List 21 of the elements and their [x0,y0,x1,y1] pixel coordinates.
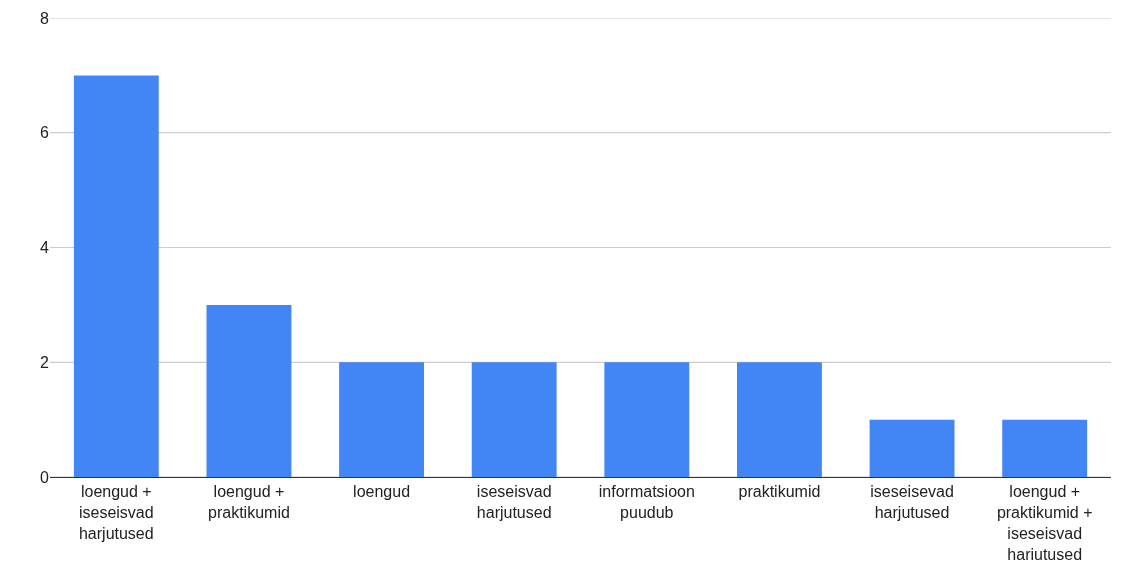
bar [869,419,955,477]
y-tick-label: 0 [40,468,50,486]
x-tick-label: iseseisvad harjutused [476,483,552,521]
x-tick-label: loengud + praktikumid [208,483,290,521]
x-tick-label: praktikumid [738,483,821,501]
bar [73,75,159,477]
y-tick-label: 4 [40,239,50,257]
bar [206,304,292,477]
x-tick-label: iseseisevad harjutused [870,483,954,521]
bar [604,362,690,477]
x-tick-label: loengud + iseseisvad harjutused [78,483,154,542]
bar [737,362,822,477]
x-tick-label: loengud + praktikumid + iseseisvad hariutused [996,483,1093,563]
y-tick-label: 6 [40,124,50,142]
bar [1002,419,1088,477]
bar [471,362,557,477]
x-tick-label: informatsioon puudub [598,483,695,521]
bar [339,362,424,477]
y-tick-label: 2 [40,353,50,371]
y-tick-label: 8 [40,9,50,27]
x-tick-label: loengud [353,483,411,501]
